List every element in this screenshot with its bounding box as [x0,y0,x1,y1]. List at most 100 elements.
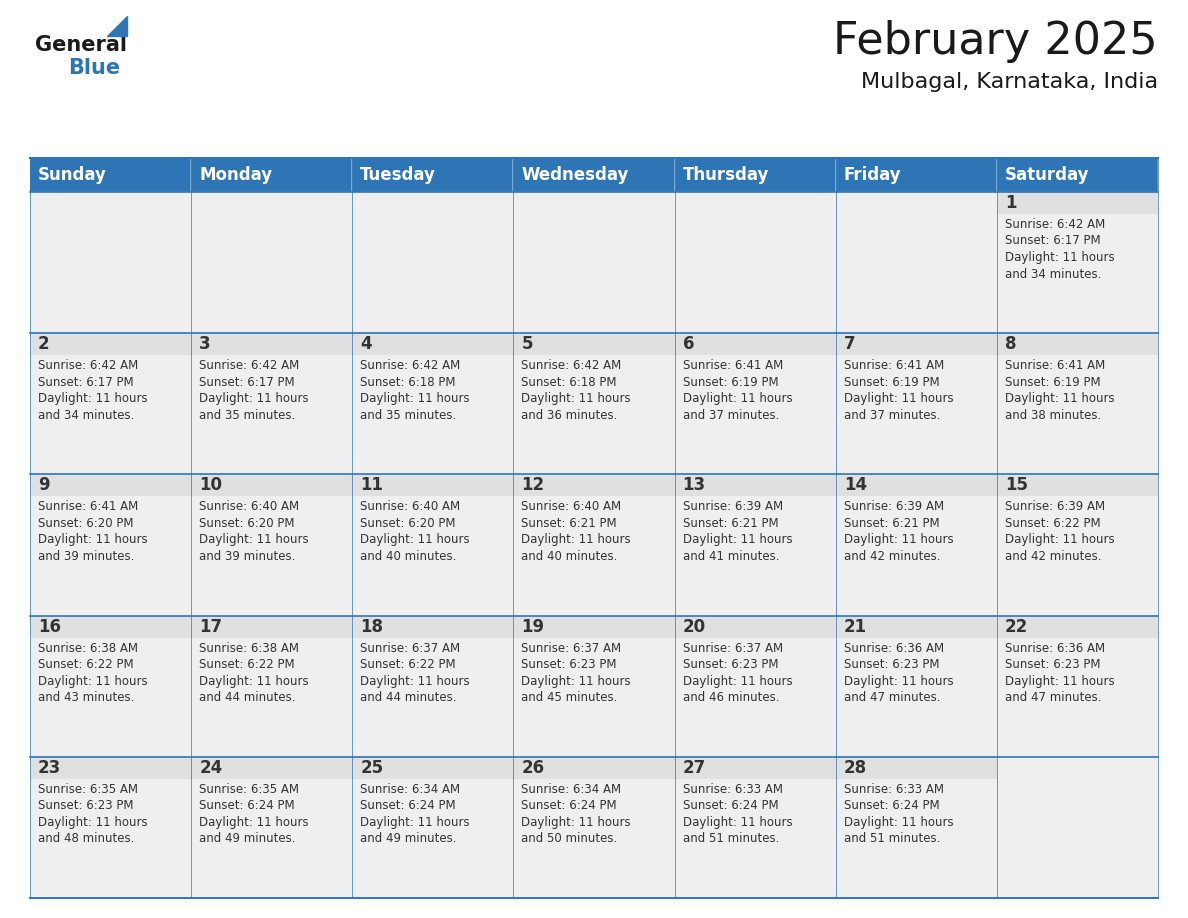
Bar [997,616,1158,756]
Text: 18: 18 [360,618,384,635]
Bar [835,192,997,333]
Text: 21: 21 [843,618,867,635]
Bar [675,756,835,778]
Bar [513,616,675,638]
Bar [835,475,997,497]
Bar [997,158,1158,192]
Bar [191,192,353,333]
Bar [513,192,675,333]
Bar [191,475,353,616]
Bar [997,192,1158,214]
Bar [353,756,513,778]
Text: Sunrise: 6:34 AM
Sunset: 6:24 PM
Daylight: 11 hours
and 49 minutes.: Sunrise: 6:34 AM Sunset: 6:24 PM Dayligh… [360,783,470,845]
Text: 8: 8 [1005,335,1017,353]
Text: 10: 10 [200,476,222,495]
Bar [353,192,513,333]
Bar [353,756,513,898]
Bar [997,475,1158,616]
Polygon shape [107,16,127,36]
Text: Sunday: Sunday [38,166,107,184]
Text: Sunrise: 6:41 AM
Sunset: 6:19 PM
Daylight: 11 hours
and 37 minutes.: Sunrise: 6:41 AM Sunset: 6:19 PM Dayligh… [683,359,792,421]
Text: Sunrise: 6:37 AM
Sunset: 6:23 PM
Daylight: 11 hours
and 45 minutes.: Sunrise: 6:37 AM Sunset: 6:23 PM Dayligh… [522,642,631,704]
Text: 23: 23 [38,759,62,777]
Bar [191,616,353,638]
Text: Sunrise: 6:42 AM
Sunset: 6:17 PM
Daylight: 11 hours
and 34 minutes.: Sunrise: 6:42 AM Sunset: 6:17 PM Dayligh… [38,359,147,421]
Text: Sunrise: 6:42 AM
Sunset: 6:18 PM
Daylight: 11 hours
and 36 minutes.: Sunrise: 6:42 AM Sunset: 6:18 PM Dayligh… [522,359,631,421]
Text: 22: 22 [1005,618,1028,635]
Bar [513,333,675,355]
Text: 14: 14 [843,476,867,495]
Bar [353,158,513,192]
Bar [835,616,997,638]
Bar [997,756,1158,898]
Text: 1: 1 [1005,194,1017,212]
Bar [513,158,675,192]
Text: Sunrise: 6:41 AM
Sunset: 6:19 PM
Daylight: 11 hours
and 38 minutes.: Sunrise: 6:41 AM Sunset: 6:19 PM Dayligh… [1005,359,1114,421]
Bar [513,756,675,778]
Bar [30,192,191,333]
Bar [513,756,675,898]
Bar [191,158,353,192]
Bar [191,616,353,756]
Text: Sunrise: 6:39 AM
Sunset: 6:22 PM
Daylight: 11 hours
and 42 minutes.: Sunrise: 6:39 AM Sunset: 6:22 PM Dayligh… [1005,500,1114,563]
Bar [997,475,1158,497]
Text: Sunrise: 6:42 AM
Sunset: 6:18 PM
Daylight: 11 hours
and 35 minutes.: Sunrise: 6:42 AM Sunset: 6:18 PM Dayligh… [360,359,470,421]
Bar [191,756,353,898]
Text: Sunrise: 6:42 AM
Sunset: 6:17 PM
Daylight: 11 hours
and 34 minutes.: Sunrise: 6:42 AM Sunset: 6:17 PM Dayligh… [1005,218,1114,281]
Text: Sunrise: 6:36 AM
Sunset: 6:23 PM
Daylight: 11 hours
and 47 minutes.: Sunrise: 6:36 AM Sunset: 6:23 PM Dayligh… [843,642,953,704]
Bar [835,475,997,616]
Text: Sunrise: 6:42 AM
Sunset: 6:17 PM
Daylight: 11 hours
and 35 minutes.: Sunrise: 6:42 AM Sunset: 6:17 PM Dayligh… [200,359,309,421]
Bar [835,756,997,898]
Text: Tuesday: Tuesday [360,166,436,184]
Text: February 2025: February 2025 [833,20,1158,63]
Bar [353,475,513,497]
Bar [675,756,835,898]
Text: Mulbagal, Karnataka, India: Mulbagal, Karnataka, India [861,72,1158,92]
Text: Sunrise: 6:37 AM
Sunset: 6:22 PM
Daylight: 11 hours
and 44 minutes.: Sunrise: 6:37 AM Sunset: 6:22 PM Dayligh… [360,642,470,704]
Bar [835,756,997,778]
Bar [513,475,675,616]
Bar [675,475,835,616]
Bar [30,756,191,778]
Bar [675,333,835,475]
Bar [191,475,353,497]
Text: Saturday: Saturday [1005,166,1089,184]
Text: 16: 16 [38,618,61,635]
Text: 28: 28 [843,759,867,777]
Bar [997,616,1158,638]
Text: Sunrise: 6:38 AM
Sunset: 6:22 PM
Daylight: 11 hours
and 43 minutes.: Sunrise: 6:38 AM Sunset: 6:22 PM Dayligh… [38,642,147,704]
Text: 26: 26 [522,759,544,777]
Text: Sunrise: 6:39 AM
Sunset: 6:21 PM
Daylight: 11 hours
and 41 minutes.: Sunrise: 6:39 AM Sunset: 6:21 PM Dayligh… [683,500,792,563]
Text: 6: 6 [683,335,694,353]
Bar [513,475,675,497]
Text: 17: 17 [200,618,222,635]
Text: General: General [34,35,127,55]
Text: 24: 24 [200,759,222,777]
Bar [513,333,675,475]
Text: Monday: Monday [200,166,272,184]
Text: 11: 11 [360,476,384,495]
Text: 4: 4 [360,335,372,353]
Text: 12: 12 [522,476,544,495]
Text: Sunrise: 6:34 AM
Sunset: 6:24 PM
Daylight: 11 hours
and 50 minutes.: Sunrise: 6:34 AM Sunset: 6:24 PM Dayligh… [522,783,631,845]
Text: Sunrise: 6:40 AM
Sunset: 6:21 PM
Daylight: 11 hours
and 40 minutes.: Sunrise: 6:40 AM Sunset: 6:21 PM Dayligh… [522,500,631,563]
Bar [30,333,191,355]
Text: Wednesday: Wednesday [522,166,628,184]
Text: 19: 19 [522,618,544,635]
Bar [30,158,191,192]
Text: Sunrise: 6:36 AM
Sunset: 6:23 PM
Daylight: 11 hours
and 47 minutes.: Sunrise: 6:36 AM Sunset: 6:23 PM Dayligh… [1005,642,1114,704]
Bar [675,192,835,333]
Bar [675,616,835,638]
Bar [353,475,513,616]
Bar [30,333,191,475]
Bar [997,333,1158,355]
Bar [353,616,513,638]
Text: Blue: Blue [68,58,120,78]
Text: Sunrise: 6:38 AM
Sunset: 6:22 PM
Daylight: 11 hours
and 44 minutes.: Sunrise: 6:38 AM Sunset: 6:22 PM Dayligh… [200,642,309,704]
Text: 9: 9 [38,476,50,495]
Text: Sunrise: 6:33 AM
Sunset: 6:24 PM
Daylight: 11 hours
and 51 minutes.: Sunrise: 6:33 AM Sunset: 6:24 PM Dayligh… [843,783,953,845]
Bar [675,475,835,497]
Text: 5: 5 [522,335,533,353]
Bar [30,616,191,756]
Bar [835,333,997,475]
